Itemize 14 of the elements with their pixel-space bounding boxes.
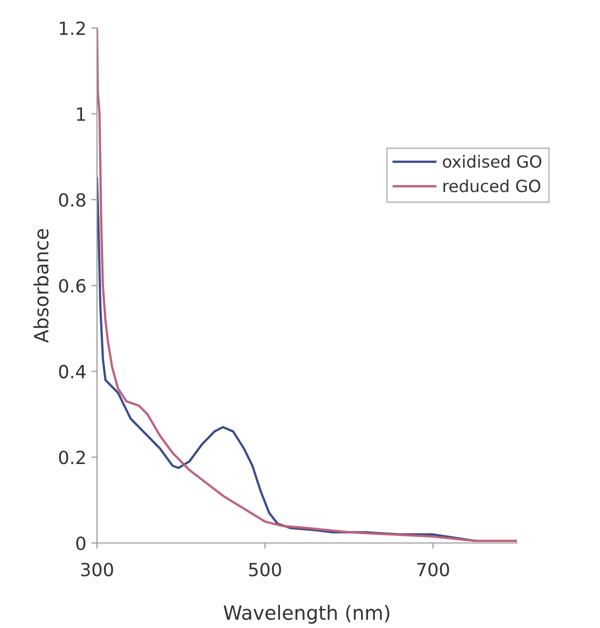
legend-label: reduced GO: [444, 179, 540, 192]
y-tick-label: 0: [76, 536, 86, 550]
legend-label: oxidised GO: [442, 154, 542, 168]
y-tick-label: 1: [77, 108, 85, 121]
y-tick-label: 1.2: [60, 21, 85, 35]
x-tick-label: 700: [417, 562, 450, 576]
x-tick-label: 500: [249, 562, 282, 576]
y-tick-label: 0.4: [59, 364, 86, 378]
x-axis-title: Wavelength (nm): [224, 604, 390, 624]
y-tick-label: 0.8: [59, 193, 86, 207]
x-tick-label: 300: [81, 562, 114, 576]
y-tick-label: 0.6: [59, 278, 86, 293]
y-tick-label: 0.2: [59, 450, 85, 464]
y-axis-title: Absorbance: [33, 229, 49, 343]
